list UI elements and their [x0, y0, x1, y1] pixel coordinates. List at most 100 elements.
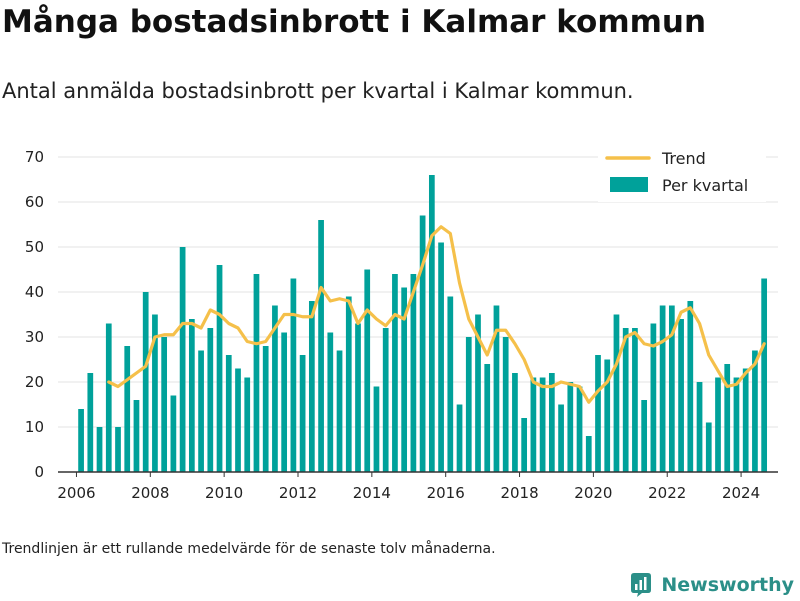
bar: [539, 377, 546, 472]
bar: [272, 305, 278, 472]
y-tick-label: 20: [25, 373, 44, 391]
bar: [152, 314, 158, 472]
bar: [327, 332, 334, 472]
x-tick-label: 2022: [648, 484, 686, 502]
bar: [308, 301, 315, 472]
x-tick-label: 2006: [57, 484, 95, 502]
bar: [696, 382, 703, 472]
bar: [475, 314, 481, 472]
bar: [87, 373, 94, 472]
bar: [521, 418, 528, 472]
bar: [419, 215, 426, 472]
bar: [530, 377, 537, 472]
bar: [742, 368, 749, 472]
legend-label-per-kvartal: Per kvartal: [662, 176, 748, 195]
y-tick-label: 50: [25, 238, 44, 256]
x-axis-ticks: 2006 2008 2010 2012 2014 2016 2018 2020 2022 2024: [57, 472, 760, 502]
bar: [382, 328, 389, 472]
bar: [724, 364, 731, 472]
gridlines: [58, 156, 778, 428]
bar: [752, 350, 758, 472]
bar: [262, 346, 269, 472]
legend-background: [598, 144, 766, 202]
bar: [502, 337, 509, 472]
bar: [253, 274, 260, 472]
bar: [678, 319, 684, 472]
bar: [761, 278, 768, 472]
x-tick-label: 2018: [500, 484, 538, 502]
bar: [632, 328, 638, 472]
bar: [235, 368, 241, 472]
bar: [96, 427, 103, 472]
bar: [225, 355, 232, 472]
bar: [622, 328, 629, 472]
bar: [244, 377, 251, 472]
bar: [207, 328, 214, 472]
bar: [115, 427, 121, 472]
bar: [595, 355, 601, 472]
x-tick-label: 2010: [205, 484, 243, 502]
bar: [179, 247, 186, 472]
bar: [687, 301, 694, 472]
y-tick-label: 40: [25, 283, 44, 301]
bar: [124, 346, 131, 472]
bar: [465, 337, 472, 472]
bar: [428, 175, 435, 472]
bar: [668, 305, 675, 472]
y-tick-label: 10: [25, 418, 44, 436]
trend-series: [107, 225, 766, 404]
bar: [78, 409, 84, 472]
legend-swatch-per-kvartal: [610, 177, 648, 192]
newsworthy-logo-icon: [631, 573, 652, 597]
brand-block[interactable]: Newsworthy: [629, 569, 794, 601]
x-tick-label: 2024: [722, 484, 760, 502]
bar: [188, 319, 195, 472]
bar: [133, 400, 140, 472]
bar: [438, 242, 444, 472]
brand-name: Newsworthy: [661, 574, 794, 596]
bar: [336, 350, 343, 472]
bar: [290, 278, 297, 472]
bar: [705, 422, 712, 472]
bar: [567, 382, 574, 472]
x-tick-label: 2008: [131, 484, 169, 502]
bar: [715, 377, 721, 472]
bar: [493, 305, 500, 472]
bar: [613, 314, 620, 472]
bar: [447, 296, 454, 472]
bar: [410, 274, 417, 472]
bar: [585, 436, 592, 472]
bar: [401, 287, 408, 472]
bar: [392, 274, 398, 472]
trend-line: [107, 225, 766, 404]
bar: [198, 350, 204, 472]
bar: [355, 323, 361, 472]
bar: [456, 404, 463, 472]
bar: [484, 364, 491, 472]
bar: [604, 359, 611, 472]
y-axis-ticks: 0 10 20 30 40 50 60 70: [25, 148, 44, 481]
bar: [576, 386, 583, 472]
bar: [364, 269, 371, 472]
bar: [281, 332, 288, 472]
bar: [345, 296, 352, 472]
bar: [373, 386, 380, 472]
chart-legend: Trend Per kvartal: [598, 144, 766, 202]
bar: [641, 400, 648, 472]
bar: [299, 355, 306, 472]
bar: [650, 323, 657, 472]
footnote: Trendlinjen är ett rullande medelvärde f…: [2, 541, 496, 557]
quarterly-burglary-chart: 0 10 20 30 40 50 60 70 2006 2008 2010 2012 2014 2016…: [25, 144, 778, 502]
x-tick-label: 2014: [353, 484, 391, 502]
y-tick-label: 60: [25, 193, 44, 211]
bar: [548, 373, 555, 472]
legend-label-trend: Trend: [661, 149, 706, 168]
y-tick-label: 70: [25, 148, 44, 166]
quarterly-bars: [78, 175, 768, 472]
x-tick-label: 2012: [279, 484, 317, 502]
y-tick-label: 0: [34, 463, 44, 481]
bar: [558, 404, 564, 472]
y-tick-label: 30: [25, 328, 44, 346]
x-tick-label: 2020: [574, 484, 612, 502]
bar: [216, 265, 223, 472]
